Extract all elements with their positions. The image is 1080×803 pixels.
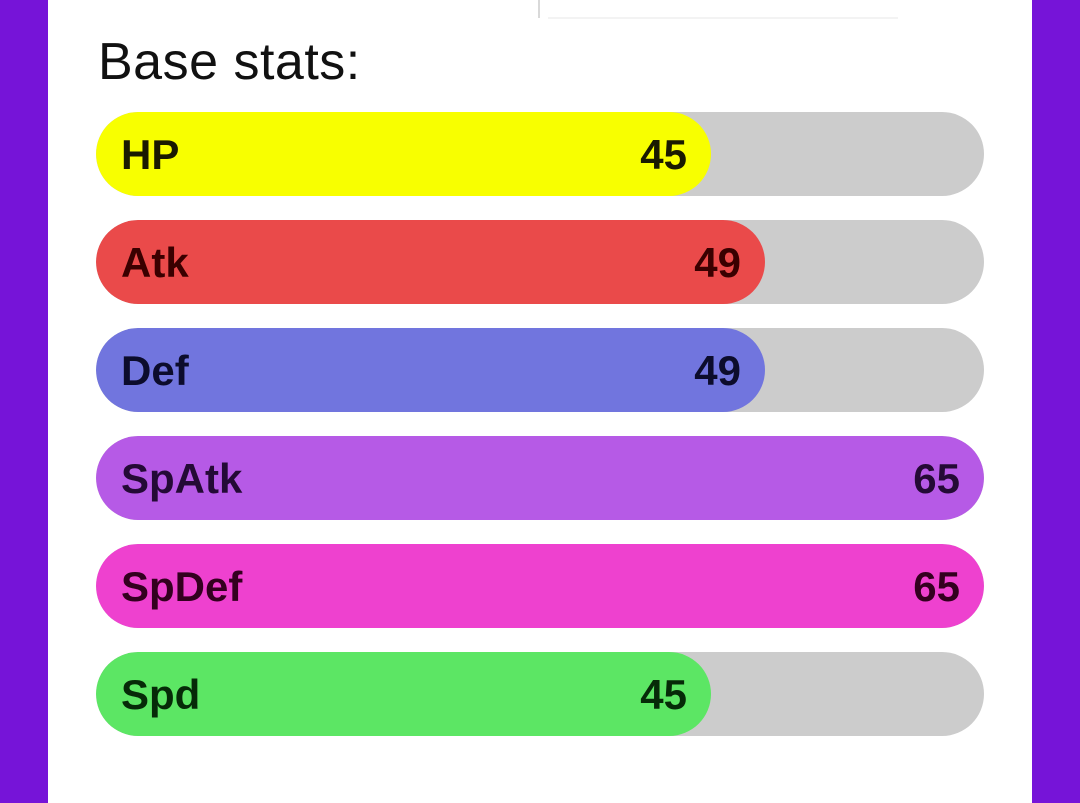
stat-row-spd: Spd 45 bbox=[96, 652, 984, 736]
divider bbox=[548, 17, 898, 19]
stat-label: SpAtk bbox=[121, 455, 243, 502]
stat-row-atk: Atk 49 bbox=[96, 220, 984, 304]
stat-label: SpDef bbox=[121, 563, 243, 610]
stat-value: 45 bbox=[640, 131, 687, 178]
stat-label: Spd bbox=[121, 671, 201, 718]
stat-bar-fill bbox=[96, 436, 984, 520]
stat-label: Atk bbox=[121, 239, 189, 286]
section-title: Base stats: bbox=[98, 33, 361, 91]
stat-bar-fill bbox=[96, 328, 765, 412]
stat-bar-fill bbox=[96, 652, 711, 736]
stat-value: 45 bbox=[640, 671, 687, 718]
stat-row-hp: HP 45 bbox=[96, 112, 984, 196]
stat-row-def: Def 49 bbox=[96, 328, 984, 412]
stat-value: 65 bbox=[913, 563, 960, 610]
stats-list: HP 45 Atk 49 Def 49 SpAtk 65 SpDef 65 Sp… bbox=[96, 112, 984, 760]
stat-value: 49 bbox=[694, 239, 741, 286]
stat-bar-fill bbox=[96, 220, 765, 304]
stat-value: 65 bbox=[913, 455, 960, 502]
stat-bar-fill bbox=[96, 544, 984, 628]
stat-row-spatk: SpAtk 65 bbox=[96, 436, 984, 520]
stat-value: 49 bbox=[694, 347, 741, 394]
divider bbox=[538, 0, 540, 18]
stat-bar-fill bbox=[96, 112, 711, 196]
stat-row-spdef: SpDef 65 bbox=[96, 544, 984, 628]
stat-label: HP bbox=[121, 131, 180, 178]
stats-card: Base stats: HP 45 Atk 49 Def 49 SpAtk 65… bbox=[48, 0, 1032, 803]
stat-label: Def bbox=[121, 347, 189, 394]
